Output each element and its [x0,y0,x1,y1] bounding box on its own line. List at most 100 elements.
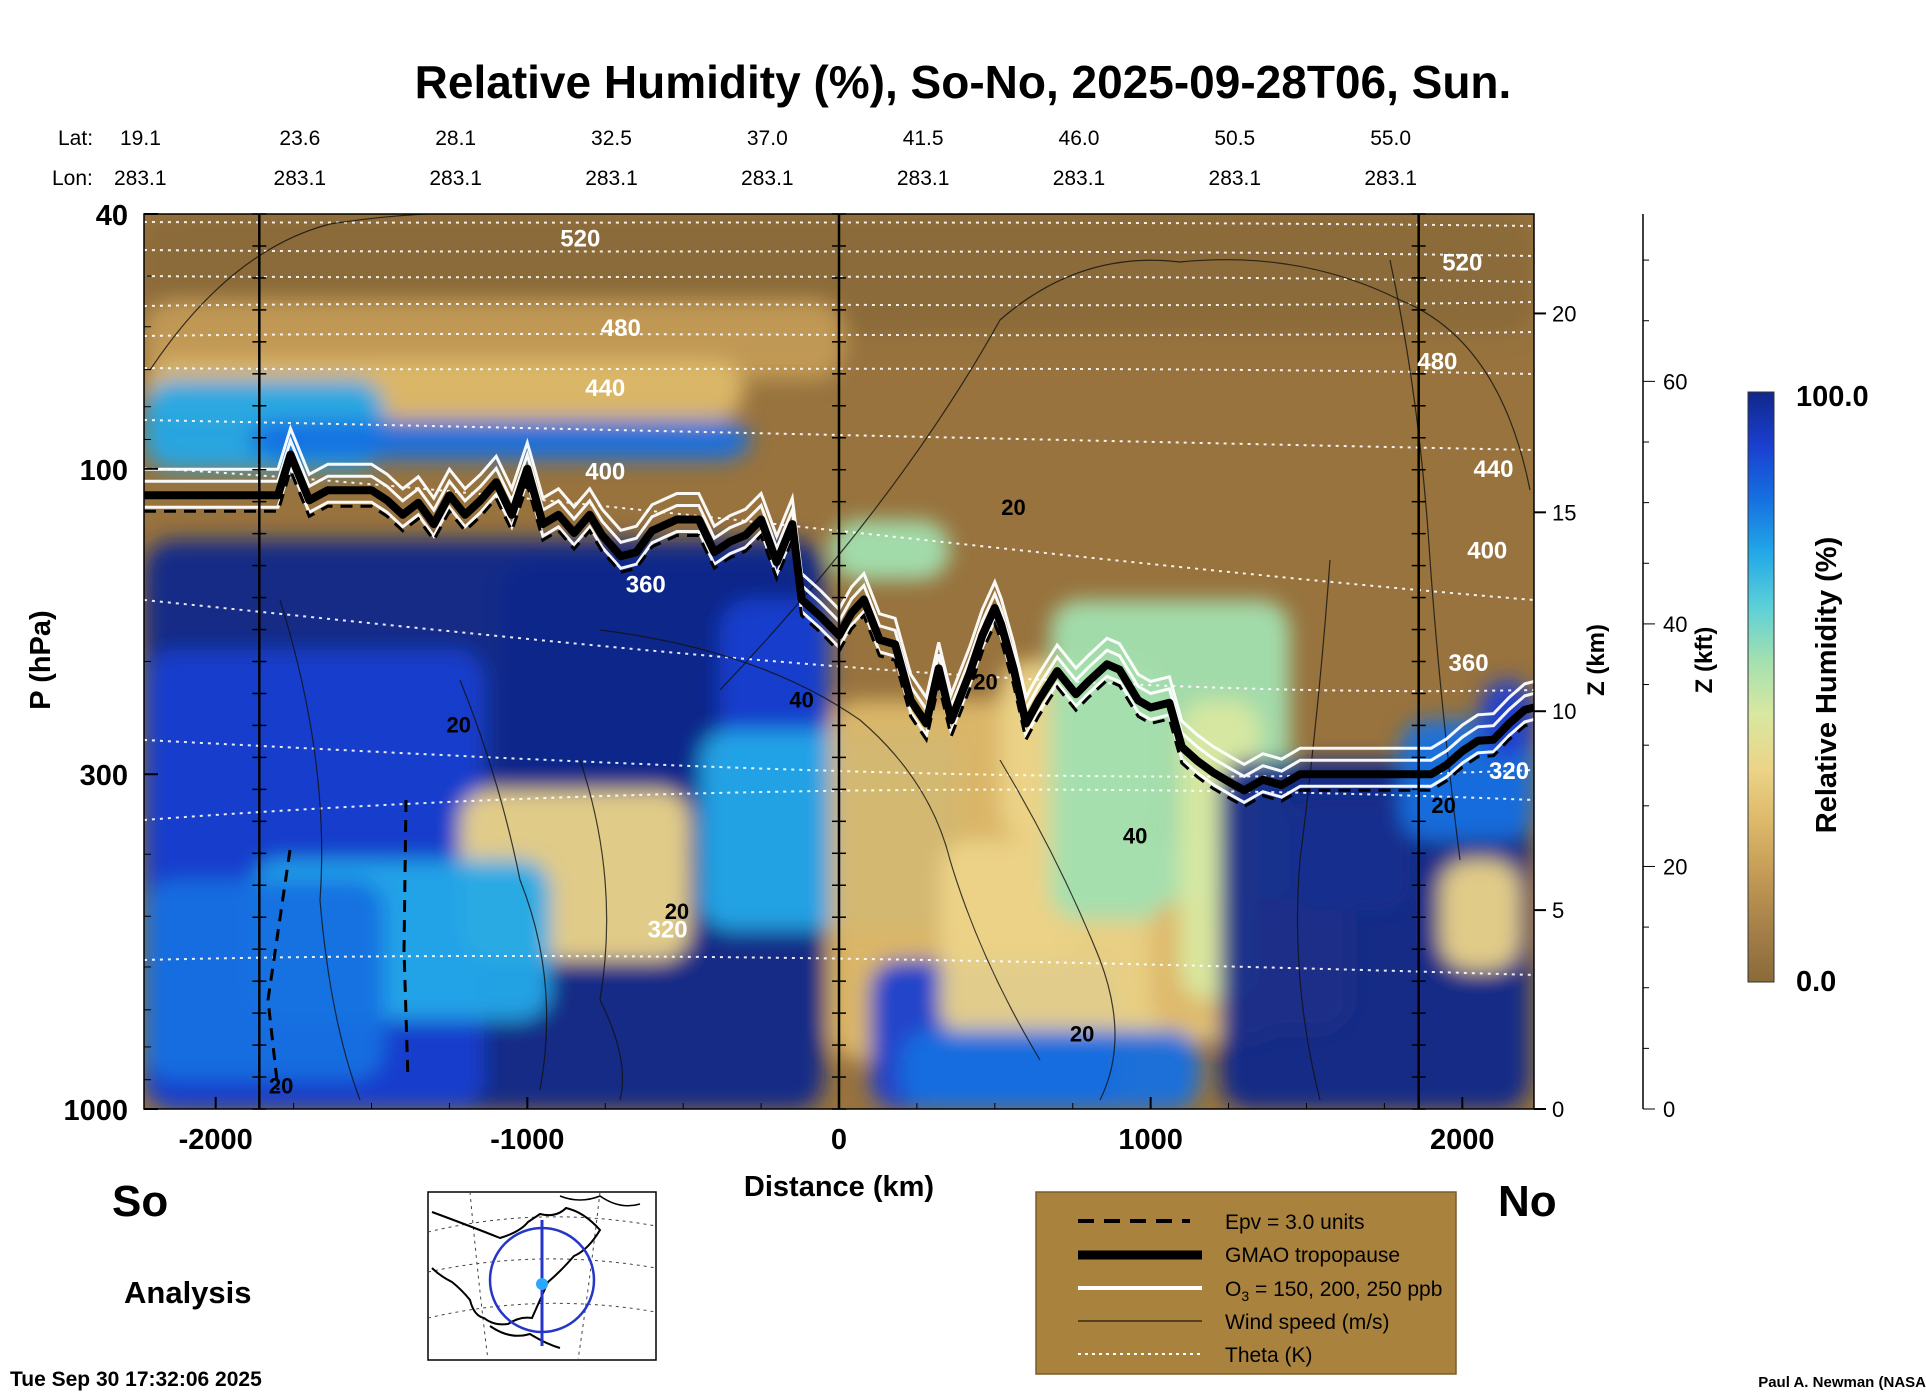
lat-value: 19.1 [120,127,161,150]
x-axis-label: Distance (km) [744,1171,934,1203]
theta-contour-line [144,739,1534,778]
lon-value: 283.1 [897,167,950,190]
x-axis: -2000 -1000 0 1000 2000 [179,1097,1495,1156]
y-tick-label: 1000 [63,1095,128,1127]
wind-contour-line [1296,559,1331,1101]
theta-contour-line [144,467,1534,601]
legend: Epv = 3.0 units GMAO tropopause O3 = 150… [1035,1191,1457,1375]
wind-contour-line [149,214,500,371]
cross-section-center-marker [536,1278,548,1290]
chart-title: Relative Humidity (%), So-No, 2025-09-28… [415,56,1512,108]
contour-labels: 5204804404003603205204804404003603202040… [269,226,1529,1099]
coastline-gulf [489,1325,561,1349]
ozone-contour-line [144,424,1534,767]
lat-value: 32.5 [591,127,632,150]
z-kft-tick-label: 20 [1663,854,1687,879]
lon-value: 283.1 [274,167,327,190]
lat-value: 28.1 [435,127,476,150]
y-axis: 40 100 300 1000 [63,200,158,1127]
theta-label: 480 [601,315,641,342]
z-km-tick-label: 20 [1552,301,1576,326]
humidity-patch [144,880,384,1080]
theta-contour-line [144,788,1534,821]
tropopause-line-group [144,450,1534,795]
theta-contour-line [144,301,1534,307]
wind-contour-line [999,759,1116,1101]
lat-value: 50.5 [1214,127,1255,150]
theta-contour-line [144,954,1534,976]
theta-contour-line [144,275,1534,283]
coastline-shape [431,1206,602,1326]
epv-contour-line [266,849,292,1091]
theta-label: 520 [560,226,600,253]
z-km-tick-label: 10 [1552,699,1576,724]
wind-contour-line [459,679,548,1091]
y-tick-label: 300 [80,760,128,792]
wind-speed-contours [149,214,1531,1101]
theta-label: 520 [1442,249,1482,276]
wind-contour-line [599,629,1041,1061]
lon-value: 283.1 [1364,167,1417,190]
humidity-patch [1440,860,1520,970]
plot-area: 5204804404003603205204804404003603202040… [143,213,1535,1110]
humidity-patch [1480,680,1534,760]
wind-contour-line [579,759,624,1101]
wind-speed-label: 20 [1431,793,1455,818]
theta-label: 400 [1467,537,1507,564]
x-tick-label: 1000 [1118,1124,1183,1156]
theta-contour-line [144,367,1534,375]
colorbar: 100.0 0.0 Relative Humidity (%) [1747,381,1869,998]
legend-epv-label: Epv = 3.0 units [1225,1211,1365,1234]
legend-wind-label: Wind speed (m/s) [1225,1311,1390,1334]
wind-speed-label: 40 [789,688,813,713]
humidity-patch [1220,760,1530,1109]
credit: Paul A. Newman (NASA [1758,1374,1926,1391]
x-tick-label: 2000 [1430,1124,1495,1156]
lon-value: 283.1 [429,167,482,190]
wind-speed-label: 20 [1001,495,1025,520]
lat-value: 41.5 [903,127,944,150]
colorbar-min-label: 0.0 [1796,966,1836,998]
theta-label: 440 [1473,456,1513,483]
z-kft-axis: 0 20 40 60 [1642,214,1687,1122]
theta-contour-line [144,599,1534,693]
humidity-patch [250,420,750,460]
z-km-tick-label: 15 [1552,500,1576,525]
legend-tropopause-label: GMAO tropopause [1225,1244,1400,1267]
wind-speed-label: 20 [1070,1022,1094,1047]
z-km-axis-label: Z (km) [1583,624,1610,696]
x-tick-label: -1000 [490,1124,564,1156]
wind-speed-label: 20 [665,899,689,924]
end-label-south: So [112,1177,168,1226]
theta-contour-line [144,331,1534,337]
wind-speed-label: 40 [1123,824,1147,849]
theta-label: 480 [1417,349,1457,376]
vertical-marker-lines [252,213,1426,1110]
z-km-tick-label: 0 [1552,1097,1564,1122]
lat-value: 23.6 [279,127,320,150]
lon-value: 283.1 [114,167,167,190]
lon-row-label: Lon: [52,167,93,190]
y-tick-label: 100 [80,455,128,487]
wind-speed-label: 20 [269,1073,293,1098]
lon-value: 283.1 [585,167,638,190]
theta-label: 440 [585,375,625,402]
coastline-canada [559,1195,641,1207]
z-kft-axis-label: Z (kft) [1691,627,1718,694]
theta-contours [144,221,1534,976]
theta-contour-line [144,419,1534,451]
theta-label: 320 [648,917,688,944]
theta-label: 320 [1489,758,1529,785]
x-tick-label: 0 [831,1124,847,1156]
theta-label: 360 [1449,650,1489,677]
colorbar-bar [1747,391,1775,983]
z-kft-tick-label: 40 [1663,612,1687,637]
locator-map [427,1191,657,1361]
epv-contour-line [402,799,410,1081]
ozone-contour-line [144,436,1534,779]
theta-contour-line [144,249,1534,257]
y-axis-label: P (hPa) [25,610,57,709]
lat-value: 55.0 [1370,127,1411,150]
theta-label: 360 [626,571,666,598]
legend-ozone-label: O3 = 150, 200, 250 ppb [1225,1278,1442,1304]
